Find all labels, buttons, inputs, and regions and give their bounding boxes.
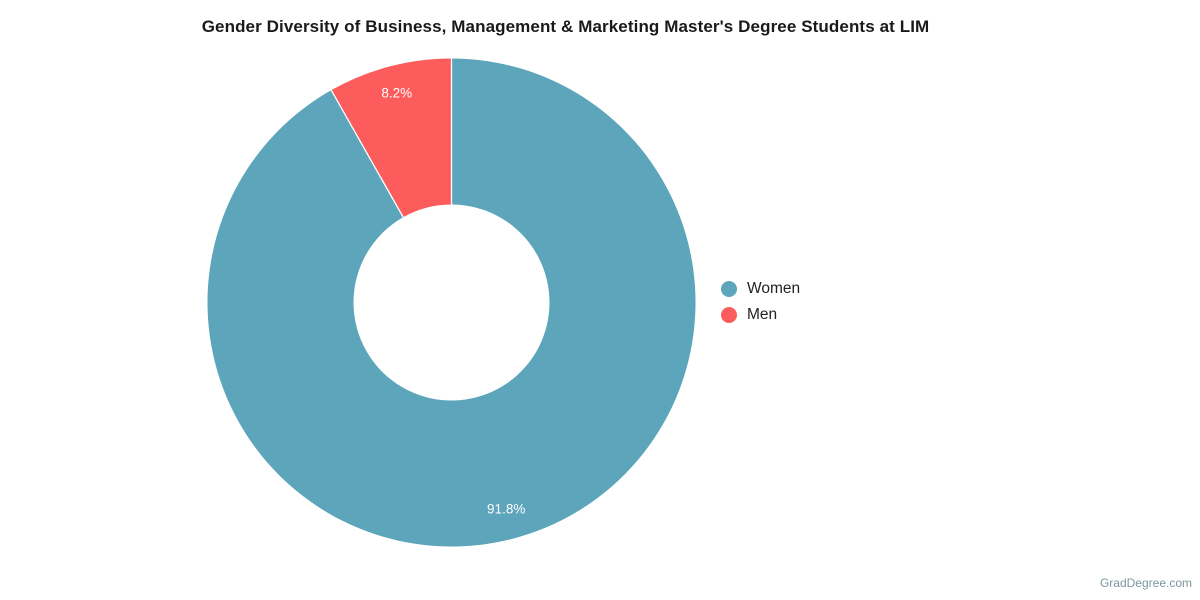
svg-text:8.2%: 8.2% <box>381 86 412 101</box>
svg-text:91.8%: 91.8% <box>487 502 525 517</box>
